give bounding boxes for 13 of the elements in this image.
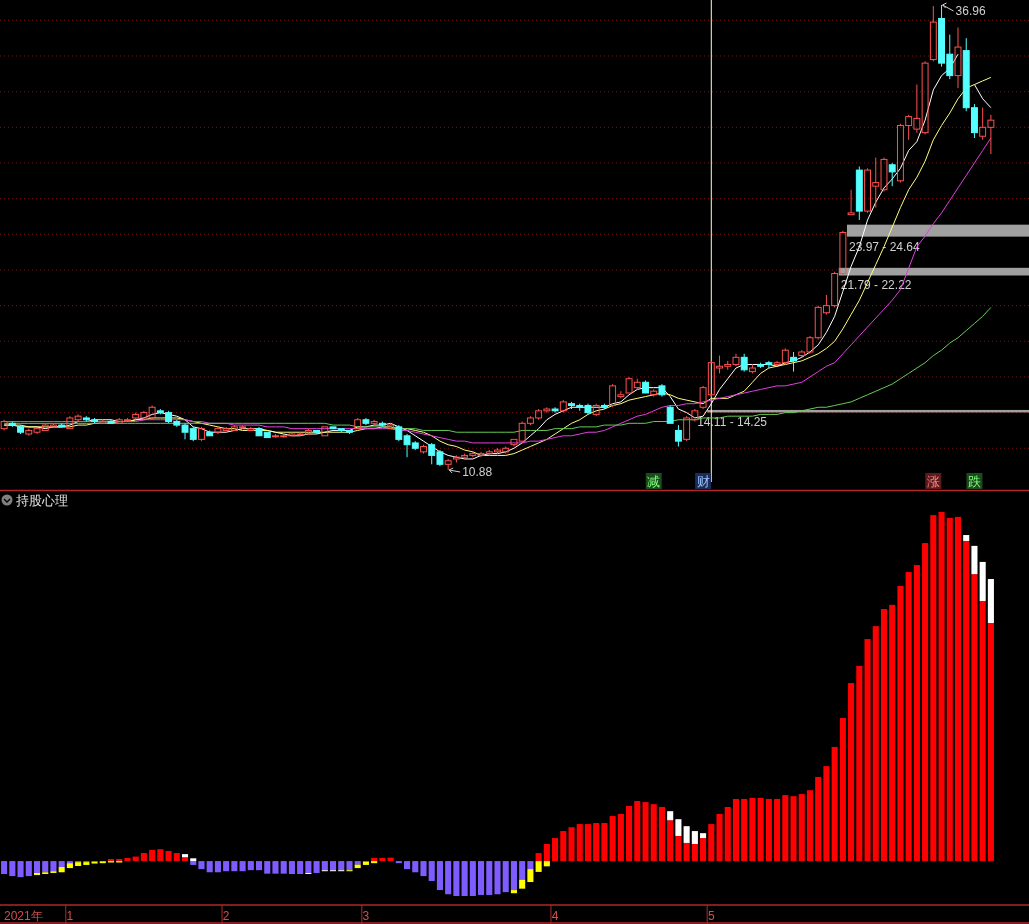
x-tick-label: 3 xyxy=(362,909,370,923)
annotation: 10.88 xyxy=(462,465,493,480)
x-tick-label: 4 xyxy=(551,909,559,923)
x-tick-label: 1 xyxy=(66,909,74,923)
annotation: 36.96 xyxy=(955,3,986,18)
annotation: 减 xyxy=(647,474,661,489)
annotation: 涨 xyxy=(926,474,940,489)
annotation: 财 xyxy=(696,474,710,489)
x-axis-title: 2021年 xyxy=(4,909,43,923)
x-tick-label: 5 xyxy=(707,909,715,923)
annotation: 跌 xyxy=(967,474,981,489)
chart-title: 持股心理 xyxy=(16,493,68,508)
x-tick-label: 2 xyxy=(222,909,230,923)
